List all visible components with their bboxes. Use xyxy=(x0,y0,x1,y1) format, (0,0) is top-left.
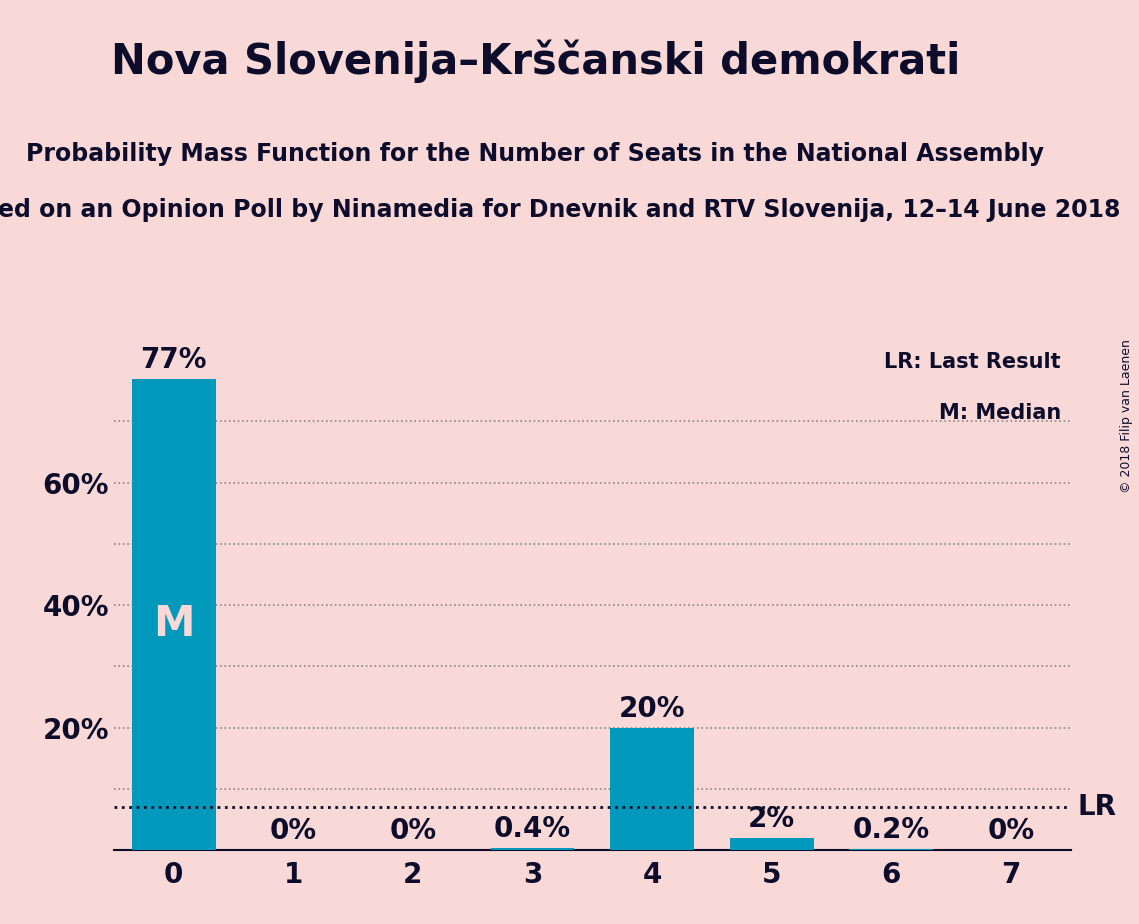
Text: 20%: 20% xyxy=(618,695,686,723)
Text: Based on an Opinion Poll by Ninamedia for Dnevnik and RTV Slovenija, 12–14 June : Based on an Opinion Poll by Ninamedia fo… xyxy=(0,198,1121,222)
Bar xyxy=(132,379,215,850)
Text: LR: Last Result: LR: Last Result xyxy=(885,352,1062,372)
Text: 0%: 0% xyxy=(390,817,436,845)
Bar xyxy=(611,727,694,850)
Text: 0.2%: 0.2% xyxy=(853,816,929,844)
Text: LR: LR xyxy=(1077,793,1116,821)
Text: 0%: 0% xyxy=(988,817,1034,845)
Text: 2%: 2% xyxy=(748,805,795,833)
Text: Nova Slovenija–Krščanski demokrati: Nova Slovenija–Krščanski demokrati xyxy=(110,40,960,83)
Bar xyxy=(850,849,933,850)
Text: 0.4%: 0.4% xyxy=(494,815,571,843)
Text: Probability Mass Function for the Number of Seats in the National Assembly: Probability Mass Function for the Number… xyxy=(26,142,1044,166)
Bar xyxy=(730,838,813,850)
Text: M: M xyxy=(153,602,195,645)
Text: M: Median: M: Median xyxy=(939,403,1062,423)
Text: 77%: 77% xyxy=(140,346,207,373)
Bar xyxy=(491,847,574,850)
Text: 0%: 0% xyxy=(270,817,317,845)
Text: © 2018 Filip van Laenen: © 2018 Filip van Laenen xyxy=(1121,339,1133,492)
